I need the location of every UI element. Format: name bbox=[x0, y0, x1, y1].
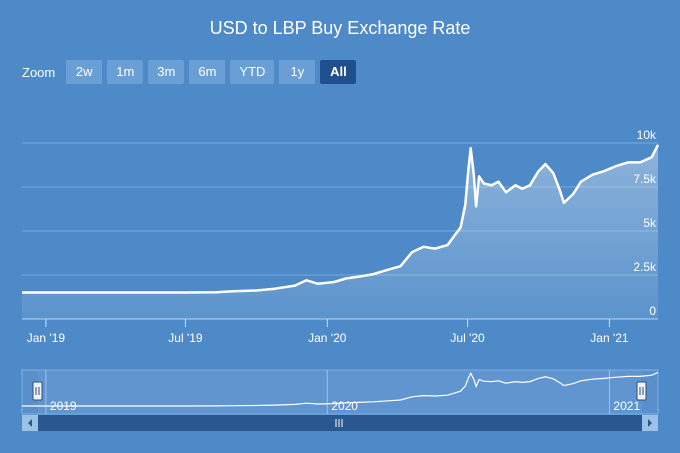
y-tick-label: 10k bbox=[637, 128, 657, 142]
navigator-labels: 2019 2020 2021 bbox=[50, 399, 641, 413]
scroll-left-arrow-icon[interactable] bbox=[28, 419, 32, 427]
scrollbar-grip-icon bbox=[335, 419, 343, 427]
x-tick-label: Jan '19 bbox=[27, 331, 66, 345]
x-tick-label: Jan '21 bbox=[590, 331, 629, 345]
scrollbar-thumb[interactable] bbox=[38, 415, 642, 431]
navigator-handle-left[interactable] bbox=[32, 381, 43, 401]
x-tick-label: Jul '19 bbox=[168, 331, 203, 345]
navigator-year-label: 2021 bbox=[613, 399, 640, 413]
navigator-year-label: 2019 bbox=[50, 399, 77, 413]
zoom-bar: Zoom 2w 1m 3m 6m YTD 1y All bbox=[22, 60, 357, 84]
navigator-panel[interactable] bbox=[21, 369, 659, 415]
zoom-button-2w[interactable]: 2w bbox=[66, 60, 103, 84]
navigator-year-label: 2020 bbox=[331, 399, 358, 413]
chart-title: USD to LBP Buy Exchange Rate bbox=[209, 18, 471, 38]
zoom-button-1m[interactable]: 1m bbox=[107, 60, 144, 84]
series-area bbox=[22, 144, 658, 319]
x-tick-label: Jul '20 bbox=[450, 331, 485, 345]
x-axis: Jan '19 Jul '19 Jan '20 Jul '20 Jan '21 bbox=[27, 319, 629, 345]
zoom-button-1y[interactable]: 1y bbox=[279, 60, 316, 84]
scrollbar[interactable] bbox=[22, 415, 658, 431]
navigator-handle-right[interactable] bbox=[636, 381, 647, 401]
zoom-button-3m[interactable]: 3m bbox=[148, 60, 185, 84]
x-tick-label: Jan '20 bbox=[308, 331, 347, 345]
navigator[interactable]: 2019 2020 2021 bbox=[21, 369, 659, 415]
series-line bbox=[22, 144, 660, 294]
zoom-button-6m[interactable]: 6m bbox=[189, 60, 226, 84]
navigator-line bbox=[22, 371, 659, 407]
zoom-button-ytd[interactable]: YTD bbox=[230, 60, 275, 84]
zoom-button-all[interactable]: All bbox=[320, 60, 357, 84]
zoom-label: Zoom bbox=[22, 64, 56, 80]
scroll-right-arrow-icon[interactable] bbox=[648, 419, 652, 427]
